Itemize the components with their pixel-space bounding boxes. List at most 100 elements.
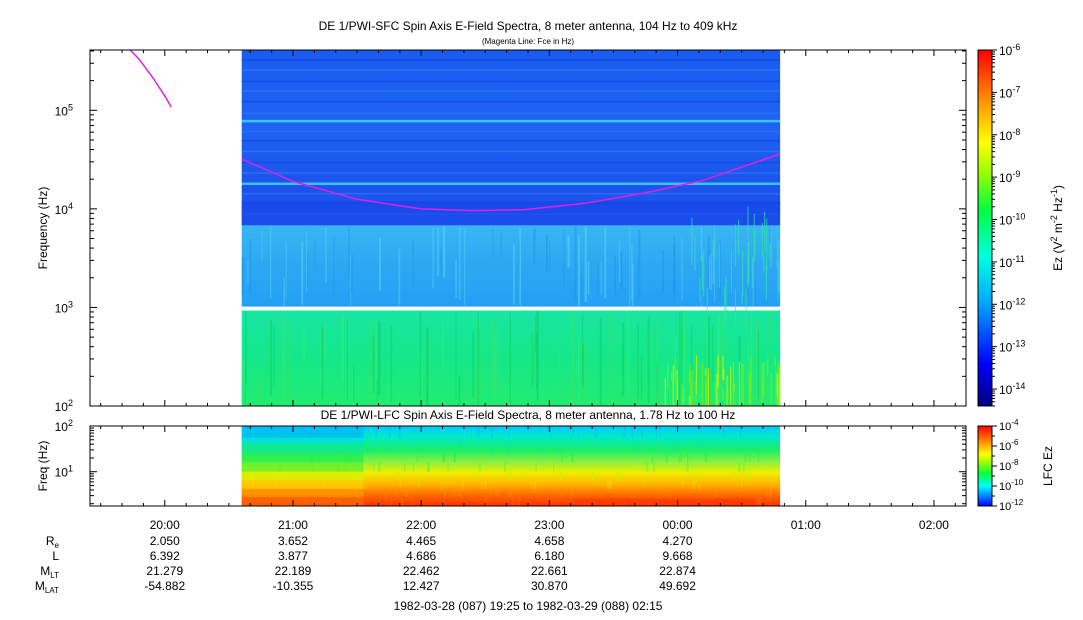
ephemeris-value: 6.180 [534, 549, 564, 563]
y-tick-label: 101 [55, 464, 73, 480]
spectral-streak [640, 355, 643, 400]
lfc-streak [260, 471, 263, 481]
emission-burst [671, 372, 673, 381]
spectral-streak [261, 229, 263, 261]
x-tick-label: 21:00 [278, 518, 308, 532]
lfc-streak [398, 426, 401, 438]
spectral-streak [629, 228, 631, 307]
spectral-streak [567, 235, 570, 268]
lfc-streak [348, 453, 350, 463]
spectral-streak [638, 230, 641, 299]
emission-burst [752, 258, 754, 306]
lfc-streak [337, 444, 341, 454]
emission-burst [718, 243, 721, 288]
lfc-streak [244, 497, 247, 506]
sfc-channel-stripe [241, 69, 781, 71]
emission-burst [748, 374, 750, 406]
spectral-streak [574, 226, 577, 302]
sfc-channel-stripe [241, 90, 781, 92]
spectral-streak [440, 247, 442, 273]
lfc-streak [533, 480, 537, 489]
sfc-colorbar: 10-6 10-7 10-8 10-9 10-10 10-11 10-12 10-13 10-1… [977, 42, 1065, 407]
x-tick-label: 01:00 [791, 518, 821, 532]
spectral-streak [616, 310, 619, 406]
spectral-streak [314, 240, 316, 268]
emission-burst [723, 368, 725, 380]
lfc-streak [561, 453, 563, 463]
lfc-streak [519, 444, 522, 454]
spectral-streak [429, 329, 431, 392]
lfc-streak [388, 426, 391, 438]
lfc-streak [641, 426, 643, 438]
spectral-streak [690, 326, 693, 380]
ephemeris-row-label: Re [46, 534, 60, 550]
spectral-streak [321, 326, 324, 399]
lfc-streak [459, 437, 461, 445]
lfc-streak [323, 480, 326, 489]
lfc-streak [444, 488, 446, 498]
emission-burst [779, 365, 781, 406]
lfc-streak [665, 453, 668, 463]
lfc-streak [312, 462, 315, 472]
lfc-streak [669, 444, 672, 454]
lfc-streak [505, 437, 507, 445]
spectral-streak [496, 327, 499, 397]
spectral-streak [632, 313, 635, 343]
spectral-streak [325, 228, 327, 283]
colorbar-tick-label: 10-9 [999, 169, 1020, 185]
spectral-streak [509, 312, 512, 405]
emission-burst [764, 211, 766, 252]
y-tick-label: 104 [55, 201, 73, 217]
spectral-streak [306, 230, 308, 292]
ephemeris-value: 21.279 [146, 564, 183, 578]
lfc-streak [303, 497, 307, 506]
spectral-streak [372, 336, 375, 394]
ephemeris-value: 22.462 [403, 564, 440, 578]
ephemeris-value: 6.392 [150, 549, 180, 563]
emission-burst [765, 265, 767, 275]
spectral-streak [459, 227, 461, 300]
emission-burst [763, 251, 765, 272]
lfc-streak [643, 480, 646, 489]
lfc-streak [459, 488, 462, 498]
lfc-streak [609, 480, 611, 489]
lfc-streak [363, 471, 366, 481]
lfc-streak [739, 426, 742, 438]
emission-burst [775, 369, 777, 406]
spectral-streak [757, 329, 759, 399]
lfc-streak [646, 437, 650, 445]
lfc-streak [591, 471, 594, 481]
spectrogram-title: DE 1/PWI-SFC Spin Axis E-Field Spectra, … [319, 19, 738, 33]
spectral-streak [656, 316, 658, 403]
emission-burst [769, 243, 771, 263]
ephemeris-value: 4.270 [663, 534, 693, 548]
lfc-streak [490, 444, 493, 454]
lfc-streak [556, 444, 559, 454]
lfc-streak [445, 480, 447, 489]
spectral-streak [273, 324, 275, 388]
spectral-streak [301, 241, 304, 305]
lfc-streak [766, 488, 769, 498]
lfc-streak [524, 471, 526, 481]
ephemeris-value: 3.652 [278, 534, 308, 548]
spectral-streak [333, 236, 335, 298]
emission-burst [703, 249, 705, 297]
spectral-streak [767, 312, 769, 405]
ephemeris-value: 22.874 [659, 564, 696, 578]
spectral-streak [723, 339, 725, 398]
spectral-streak [599, 317, 602, 405]
emission-burst [776, 374, 778, 396]
sfc-channel-stripe [241, 192, 781, 195]
spectral-streak [426, 327, 429, 406]
lfc-streak [323, 497, 327, 506]
lfc-streak [326, 497, 329, 506]
lfc-streak [741, 471, 744, 481]
sfc-channel-stripe [241, 182, 781, 186]
spectral-streak [580, 273, 583, 299]
lfc-streak [278, 462, 281, 472]
emission-burst [664, 383, 666, 406]
lfc-streak [491, 426, 494, 438]
ephemeris-value: 4.658 [534, 534, 564, 548]
sfc-channel-stripe [241, 59, 781, 61]
lfc-streak [325, 444, 327, 454]
